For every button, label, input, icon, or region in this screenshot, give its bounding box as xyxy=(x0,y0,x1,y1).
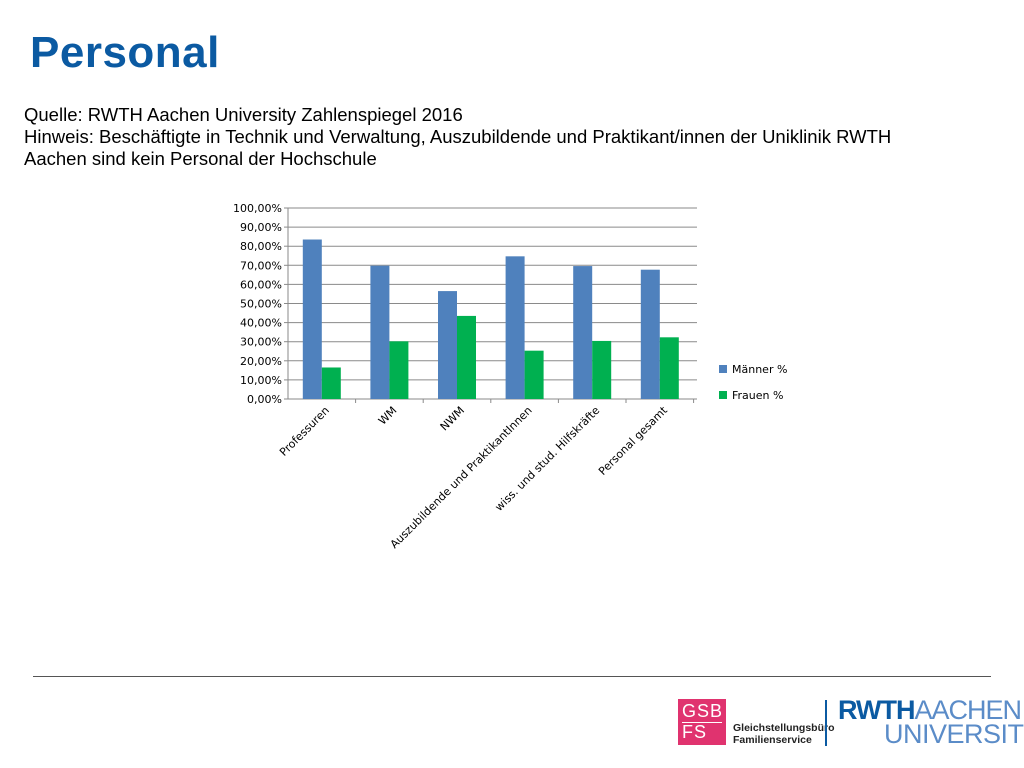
legend-label: Männer % xyxy=(732,363,787,376)
logo-divider xyxy=(825,700,827,746)
gsb-label-line-2: Familienservice xyxy=(733,734,812,746)
y-tick-label: 30,00% xyxy=(240,336,282,349)
gsb-logo-text: GSB xyxy=(682,701,724,721)
bar-frauen xyxy=(524,350,544,399)
bar-maenner xyxy=(640,269,660,399)
y-tick-label: 50,00% xyxy=(240,298,282,311)
bar-maenner xyxy=(370,265,390,399)
note-line-2: Aachen sind kein Personal der Hochschule xyxy=(24,148,377,169)
rwth-aachen-logo: RWTHAACHEN UNIVERSITY xyxy=(838,695,1024,749)
x-tick-label: Professuren xyxy=(277,404,332,459)
x-tick-label: NWM xyxy=(438,404,467,433)
bar-maenner xyxy=(302,239,322,399)
bar-chart: 0,00% 10,00% 20,00% 30,00% 40,00% 50,00% 60,00… xyxy=(233,202,787,551)
x-tick-label: Personal gesamt xyxy=(596,403,670,477)
bar-frauen xyxy=(457,315,476,399)
bar-maenner xyxy=(573,266,593,399)
slide-title: Personal xyxy=(30,28,220,77)
y-tick-label: 90,00% xyxy=(240,221,282,234)
legend-label: Frauen % xyxy=(732,389,783,402)
y-tick-label: 60,00% xyxy=(240,278,282,291)
y-tick-label: 40,00% xyxy=(240,317,282,330)
gsb-logo-separator xyxy=(682,722,722,723)
x-tick-label: Auszubildende und PraktikantInnen xyxy=(388,404,535,551)
x-tick-label: WM xyxy=(376,404,400,428)
y-tick-label: 80,00% xyxy=(240,240,282,253)
note-line-1: Hinweis: Beschäftigte in Technik und Ver… xyxy=(24,126,892,147)
bar-maenner xyxy=(438,291,457,399)
bar-maenner xyxy=(505,256,525,399)
y-tick-label: 100,00% xyxy=(233,202,282,215)
rwth-logo-text: RWTH xyxy=(838,695,915,725)
aachen-logo-text: AACHEN xyxy=(914,695,1023,725)
gsb-fs-logo: GSB FS xyxy=(678,699,726,745)
bar-frauen xyxy=(389,341,409,399)
source-text: Quelle: RWTH Aachen University Zahlenspi… xyxy=(24,104,463,125)
y-tick-label: 10,00% xyxy=(240,374,282,387)
y-tick-label: 20,00% xyxy=(240,355,282,368)
bar-frauen xyxy=(659,337,679,399)
legend-swatch xyxy=(719,391,727,399)
gsb-label-line-1: Gleichstellungsbüro xyxy=(733,722,835,734)
gsb-label: Gleichstellungsbüro Familienservice xyxy=(733,722,835,746)
y-tick-label: 70,00% xyxy=(240,259,282,272)
slide-notes: Quelle: RWTH Aachen University Zahlenspi… xyxy=(24,104,984,170)
bar-frauen xyxy=(592,340,612,399)
fs-logo-text: FS xyxy=(682,722,708,742)
university-logo-text: UNIVERSITY xyxy=(884,719,1024,749)
legend-swatch xyxy=(719,365,727,373)
bar-frauen xyxy=(321,367,341,399)
footer-divider xyxy=(33,676,991,677)
y-tick-label: 0,00% xyxy=(247,393,282,406)
